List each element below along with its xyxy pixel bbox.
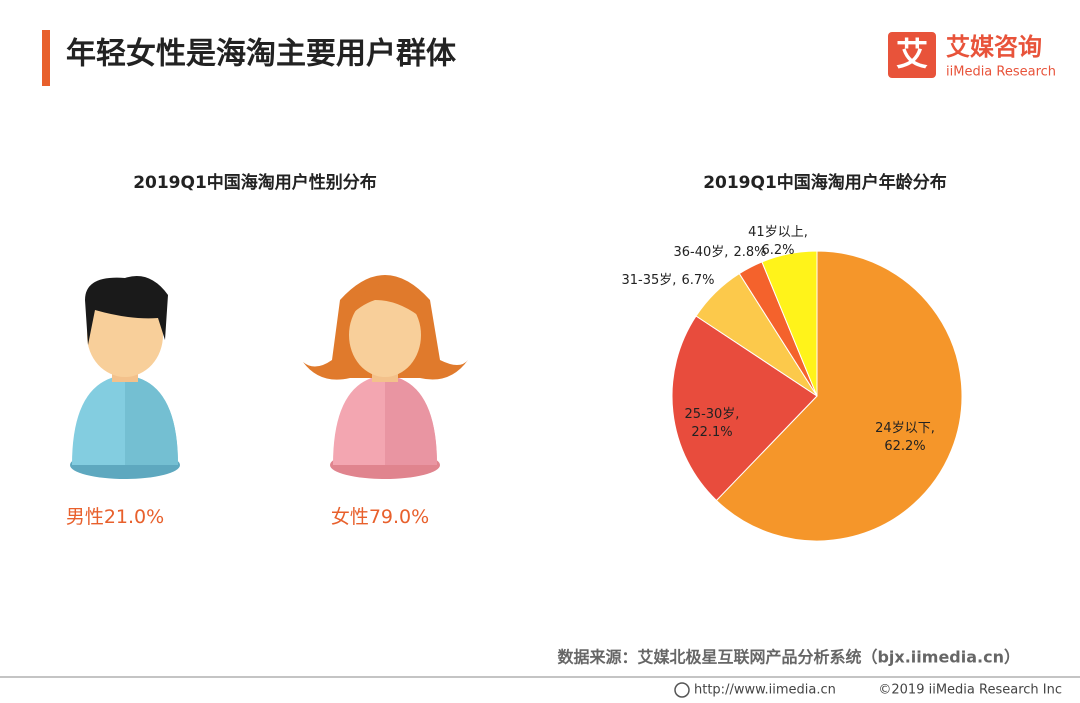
- gender-label: 女性79.0%: [331, 506, 429, 528]
- value-label: 2.8%: [733, 245, 766, 260]
- chart-title: 2019Q1中国海淘用户年龄分布: [703, 172, 947, 193]
- value-label: 21.0%: [104, 506, 164, 528]
- slice-label: 31-35岁, 6.7%: [622, 273, 715, 288]
- category-label: 女性: [331, 506, 369, 528]
- female-icon: [303, 275, 468, 479]
- slice-label: 24岁以下, 62.2%: [875, 421, 935, 454]
- slice-label: 41岁以上, 6.2%: [748, 225, 808, 258]
- logo-en: iiMedia Research: [946, 65, 1056, 80]
- pie: 24岁以下, 62.2% 25-30岁, 22.1% 31-35岁, 6.7% 36-40岁…: [622, 225, 963, 542]
- logo-mark: 艾: [896, 35, 928, 73]
- category-label: 41岁以上,: [748, 225, 808, 240]
- category-label: 31-35岁,: [622, 273, 677, 288]
- category-label: 25-30岁,: [685, 407, 740, 422]
- value-label: 6.2%: [761, 243, 794, 258]
- title-accent: [42, 30, 50, 86]
- category-label: 36-40岁,: [674, 245, 729, 260]
- globe-icon: [674, 682, 690, 698]
- value-label: 22.1%: [691, 425, 732, 440]
- page-title: 年轻女性是海淘主要用户群体: [66, 37, 457, 72]
- category-label: 男性: [66, 506, 104, 528]
- pie-slice: [671, 315, 818, 502]
- slice-label: 36-40岁, 2.8%: [674, 245, 767, 260]
- chart-title: 2019Q1中国海淘用户性别分布: [133, 172, 377, 193]
- slice-label: 25-30岁, 22.1%: [685, 407, 740, 440]
- footer-url: http://www.iimedia.cn: [694, 683, 836, 698]
- value-label: 6.7%: [681, 273, 714, 288]
- logo-box: [888, 32, 936, 78]
- value-label: 79.0%: [369, 506, 429, 528]
- pie-slice: [761, 250, 818, 397]
- value-label: 62.2%: [884, 439, 925, 454]
- footer-copyright: ©2019 iiMedia Research Inc: [878, 683, 1062, 698]
- pie-slice: [715, 250, 963, 542]
- source: 数据来源：艾媒北极星互联网产品分析系统（bjx.iimedia.cn）: [557, 648, 1020, 667]
- category-label: 24岁以下,: [875, 421, 935, 436]
- logo-name: 艾媒咨询: [946, 33, 1042, 61]
- male-icon: [70, 276, 180, 479]
- gender-label: 男性21.0%: [66, 506, 164, 528]
